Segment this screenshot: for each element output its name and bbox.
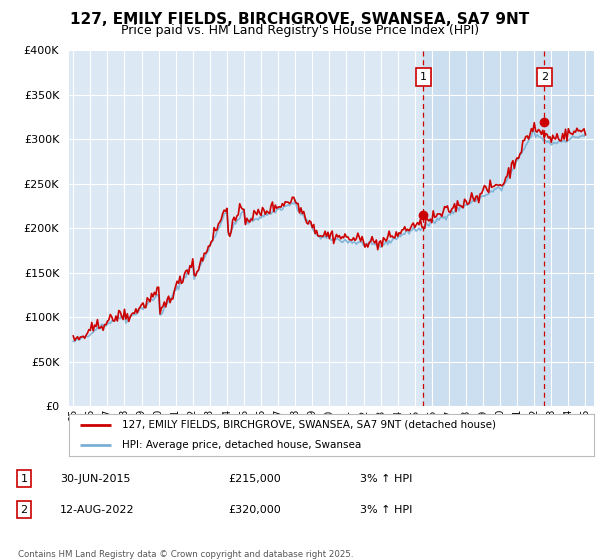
Text: £320,000: £320,000 — [228, 505, 281, 515]
Text: 1: 1 — [420, 72, 427, 82]
Text: 30-JUN-2015: 30-JUN-2015 — [60, 474, 131, 484]
Text: 2: 2 — [20, 505, 28, 515]
Text: 12-AUG-2022: 12-AUG-2022 — [60, 505, 134, 515]
Text: 127, EMILY FIELDS, BIRCHGROVE, SWANSEA, SA7 9NT (detached house): 127, EMILY FIELDS, BIRCHGROVE, SWANSEA, … — [121, 420, 496, 430]
Text: HPI: Average price, detached house, Swansea: HPI: Average price, detached house, Swan… — [121, 440, 361, 450]
Text: 2: 2 — [541, 72, 548, 82]
Text: 3% ↑ HPI: 3% ↑ HPI — [360, 505, 412, 515]
Text: 3% ↑ HPI: 3% ↑ HPI — [360, 474, 412, 484]
Text: 1: 1 — [20, 474, 28, 484]
Text: 127, EMILY FIELDS, BIRCHGROVE, SWANSEA, SA7 9NT: 127, EMILY FIELDS, BIRCHGROVE, SWANSEA, … — [70, 12, 530, 27]
Bar — [423, 50, 594, 406]
Text: £215,000: £215,000 — [228, 474, 281, 484]
Text: Price paid vs. HM Land Registry's House Price Index (HPI): Price paid vs. HM Land Registry's House … — [121, 24, 479, 36]
Text: Contains HM Land Registry data © Crown copyright and database right 2025.
This d: Contains HM Land Registry data © Crown c… — [18, 550, 353, 560]
